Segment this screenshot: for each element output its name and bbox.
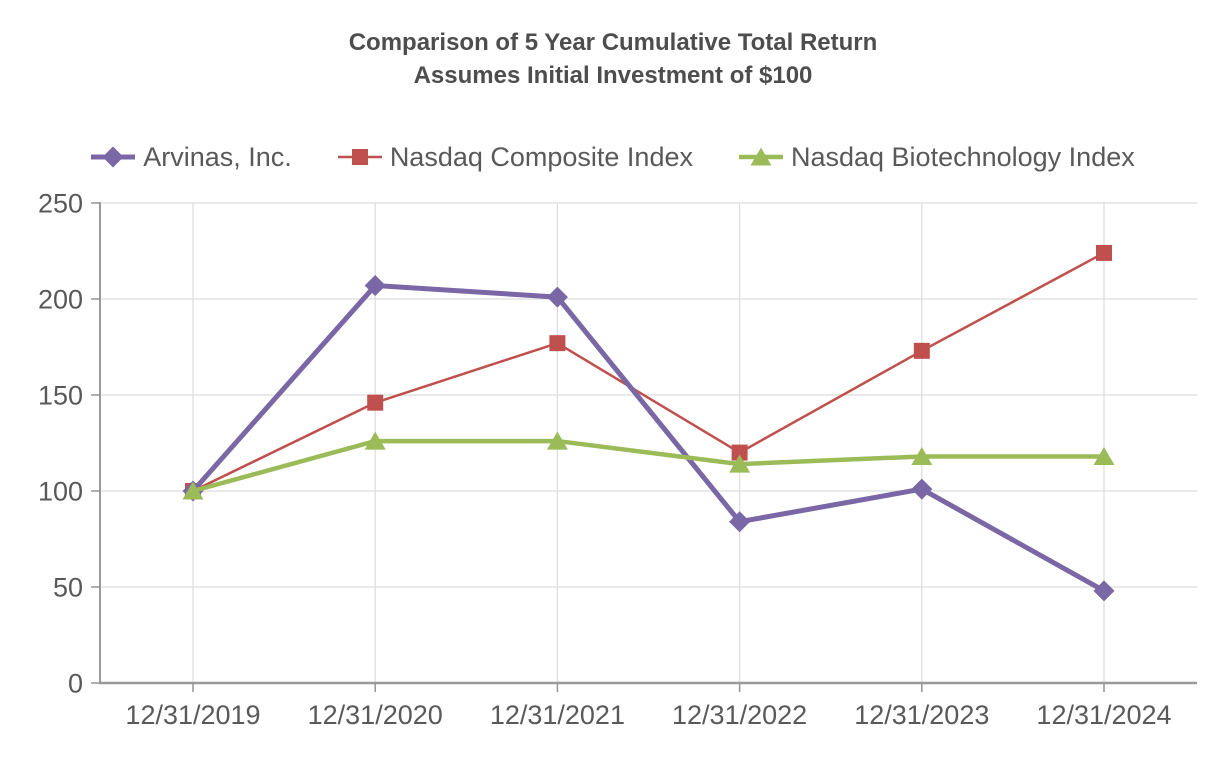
triangle-legend-icon [738, 147, 783, 166]
triangle-marker [1093, 446, 1115, 465]
series-triangle [182, 431, 1115, 500]
chart-legend: Arvinas, Inc. Nasdaq Composite Index Nasda… [0, 139, 1226, 175]
legend-label: Nasdaq Composite Index [389, 141, 693, 172]
triangle-marker [364, 431, 386, 450]
square-marker [1096, 244, 1112, 261]
series-square [185, 244, 1112, 499]
x-tick-label: 12/31/2020 [308, 700, 443, 730]
diamond-marker [102, 146, 124, 168]
diamond-marker [364, 275, 386, 297]
x-tick-label: 12/31/2019 [125, 700, 260, 730]
y-tick-label: 100 [38, 477, 83, 507]
legend-label: Nasdaq Biotechnology Index [790, 141, 1135, 172]
legend-item-square: Nasdaq Composite Index [337, 141, 693, 173]
diamond-marker [1093, 580, 1115, 602]
x-tick-label: 12/31/2021 [490, 700, 625, 730]
x-tick-label: 12/31/2024 [1036, 700, 1171, 730]
y-tick-label: 200 [38, 285, 83, 315]
series-line [192, 438, 1104, 494]
square-marker [549, 335, 566, 352]
y-tick-label: 250 [38, 189, 83, 219]
diamond-legend-icon [91, 146, 136, 168]
legend-item-triangle: Nasdaq Biotechnology Index [738, 141, 1135, 173]
series-diamond [182, 275, 1115, 602]
square-marker [367, 394, 384, 411]
y-tick-label: 150 [38, 381, 83, 411]
triangle-marker [546, 431, 568, 450]
series-line [192, 251, 1105, 493]
legend-item-diamond: Arvinas, Inc. [91, 142, 292, 173]
x-tick-label: 12/31/2023 [854, 700, 989, 730]
x-tick-label: 12/31/2022 [672, 700, 807, 730]
axes [91, 202, 1197, 692]
diamond-marker [911, 478, 933, 500]
legend-label: Arvinas, Inc. [143, 141, 292, 172]
y-tick-label: 0 [68, 669, 83, 699]
tick-labels: 0 50 100 150 200 250 12/31/2019 12/31/2020 12/31… [38, 189, 1172, 731]
square-marker [731, 444, 748, 461]
chart-title: Comparison of 5 Year Cumulative Total Re… [0, 26, 1226, 92]
series-line [191, 283, 1106, 594]
diamond-marker [729, 511, 751, 533]
square-marker [351, 149, 368, 165]
square-marker [913, 342, 930, 359]
gridlines [100, 202, 1197, 683]
square-legend-icon [337, 149, 382, 165]
triangle-marker [729, 454, 751, 473]
diamond-marker [546, 286, 568, 308]
triangle-marker [911, 446, 933, 465]
triangle-marker [750, 147, 772, 166]
y-tick-label: 50 [53, 573, 83, 603]
chart-title-line2: Assumes Initial Investment of $100 [413, 62, 813, 89]
chart-title-line1: Comparison of 5 Year Cumulative Total Re… [348, 29, 878, 56]
triangle-marker [182, 481, 204, 500]
